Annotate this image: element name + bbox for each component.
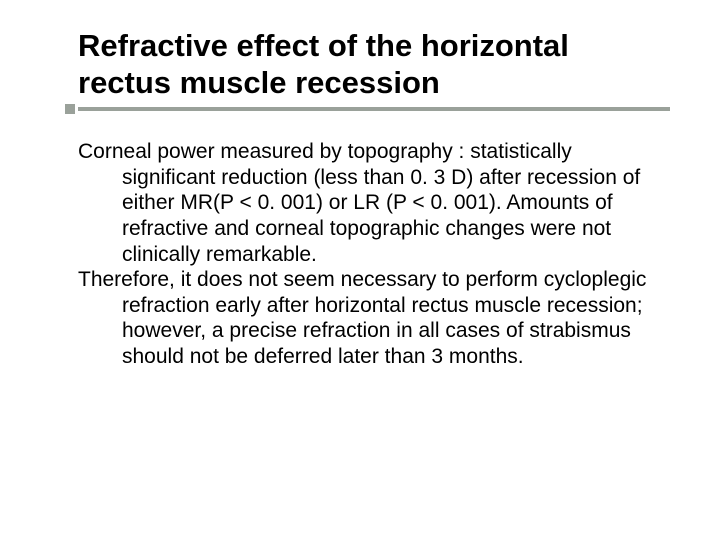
underline-tick-icon (65, 104, 75, 114)
paragraph-1: Corneal power measured by topography : s… (78, 139, 670, 267)
title-underline (78, 107, 670, 117)
underline-bar (78, 107, 670, 111)
slide-title: Refractive effect of the horizontal rect… (78, 28, 670, 101)
body-text: Corneal power measured by topography : s… (78, 139, 670, 369)
paragraph-2: Therefore, it does not seem necessary to… (78, 267, 670, 369)
slide: Refractive effect of the horizontal rect… (0, 0, 720, 540)
title-block: Refractive effect of the horizontal rect… (78, 28, 670, 101)
